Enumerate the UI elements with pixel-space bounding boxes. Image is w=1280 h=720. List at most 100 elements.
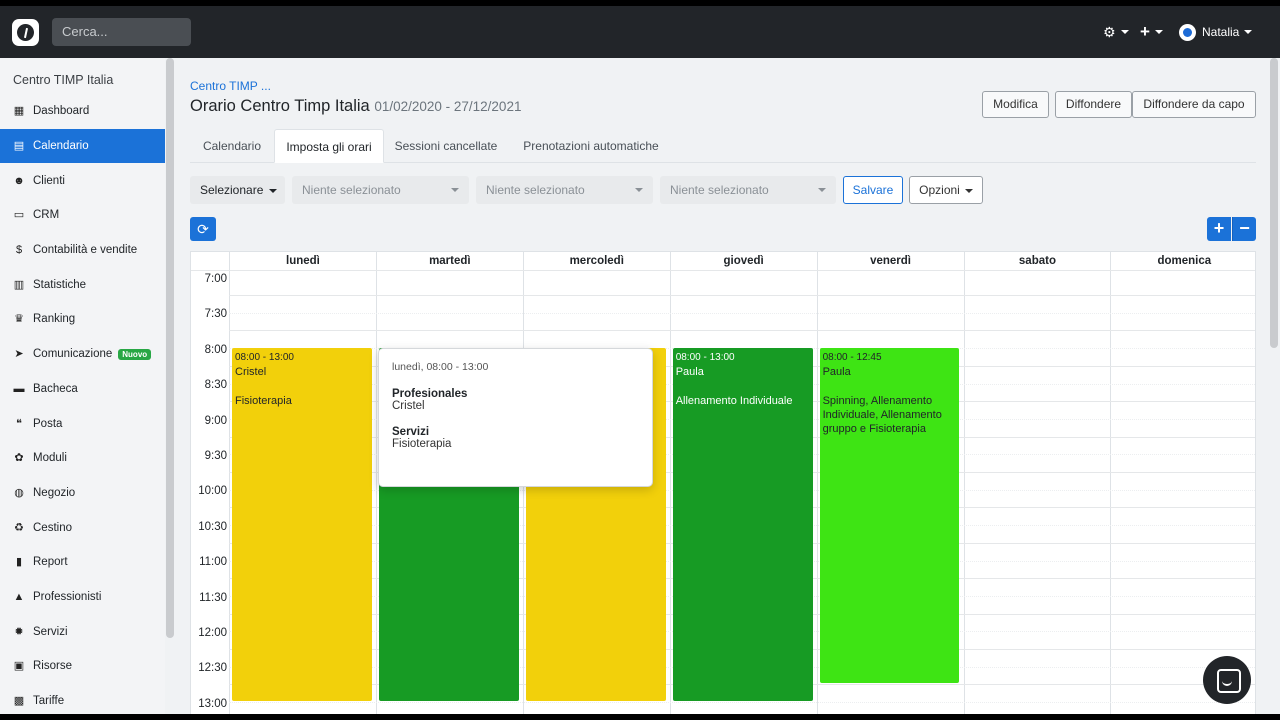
zoom-in-button[interactable]: + <box>1207 217 1231 241</box>
sidebar-item-moduli[interactable]: ✿ Moduli <box>0 441 165 476</box>
popover-professionals-value: Cristel <box>392 400 425 412</box>
spread-button[interactable]: Diffondere <box>1055 91 1132 118</box>
schedule-event[interactable]: 08:00 - 12:45 Paula Spinning, Allenamento … <box>819 348 960 683</box>
sidebar-item-label: Negozio <box>33 486 76 499</box>
page-title: Orario Centro Timp Italia 01/02/2020 - 2… <box>190 97 521 116</box>
graduation-icon: ▲ <box>13 590 25 603</box>
schedule-event[interactable]: 08:00 - 13:00 Cristel Fisioterapia <box>232 348 372 701</box>
tab-cancelled-sessions[interactable]: Sessioni cancellate <box>394 139 498 153</box>
time-label: 7:00 <box>204 273 227 285</box>
date-range: 01/02/2020 - 27/12/2021 <box>374 99 522 114</box>
page-scrollbar[interactable] <box>1270 58 1278 348</box>
sidebar-item-tariffe[interactable]: ▩ Tariffe <box>0 684 165 714</box>
modules-icon: ✿ <box>14 452 24 465</box>
sidebar-item-risorse[interactable]: ▣ Risorse <box>0 649 165 684</box>
header-divider <box>191 270 1255 271</box>
sidebar-item-calendario[interactable]: ▤ Calendario <box>0 128 165 164</box>
save-button[interactable]: Salvare <box>843 176 903 204</box>
sidebar-item-label: Statistiche <box>33 278 87 291</box>
tab-automatic-bookings[interactable]: Prenotazioni automatiche <box>523 139 659 153</box>
half-slot-line <box>229 702 1255 704</box>
archive-icon: ▣ <box>13 660 25 673</box>
sidebar-item-bacheca[interactable]: ▬ Bacheca <box>0 372 165 407</box>
event-service: Spinning, Allenamento Individuale, Allen… <box>822 395 942 435</box>
options-label: Opzioni <box>919 183 960 197</box>
event-person: Cristel <box>235 366 267 378</box>
event-time: 08:00 - 13:00 <box>675 352 735 363</box>
time-label: 9:00 <box>204 414 227 427</box>
sidebar-item-label: Risorse <box>33 660 72 673</box>
spread-from-start-button[interactable]: Diffondere da capo <box>1132 91 1256 118</box>
refresh-button[interactable]: ⟳ <box>190 217 216 241</box>
time-label: 9:30 <box>204 450 227 462</box>
chevron-down-icon <box>818 188 826 192</box>
app-logo-icon[interactable] <box>12 19 39 46</box>
sidebar-item-negozio[interactable]: ◍ Negozio <box>0 476 165 511</box>
sidebar-item-servizi[interactable]: ✹ Servizi <box>0 614 165 649</box>
day-header: giovedì <box>669 252 817 270</box>
chat-launcher-icon[interactable] <box>1203 656 1251 704</box>
tab-calendar[interactable]: Calendario <box>202 139 262 153</box>
sidebar-item-label: Moduli <box>33 452 67 465</box>
sidebar-item-report[interactable]: ▮ Report <box>0 545 165 580</box>
filter-dropdown-3[interactable]: Niente selezionato <box>660 176 836 204</box>
filter-dropdown-2[interactable]: Niente selezionato <box>476 176 653 204</box>
filter-dropdown-1-value: Niente selezionato <box>302 183 401 197</box>
sidebar-item-posta[interactable]: ❝ Posta <box>0 406 165 441</box>
add-menu[interactable]: + <box>1140 6 1163 58</box>
sidebar-item-cestino[interactable]: ♻ Cestino <box>0 510 165 545</box>
zoom-out-button[interactable]: − <box>1232 217 1256 241</box>
slot-line <box>229 295 1255 296</box>
sidebar-item-ranking[interactable]: ♛ Ranking <box>0 302 165 337</box>
sidebar-item-contabilità-e-vendite[interactable]: $ Contabilità e vendite <box>0 233 165 268</box>
grid-icon: ▦ <box>13 105 25 118</box>
sidebar-item-label: Dashboard <box>33 105 90 118</box>
chevron-down-icon <box>1154 30 1163 34</box>
schedule-event[interactable]: 08:00 - 13:00 Paula Allenamento Individual… <box>672 348 813 701</box>
sidebar-item-label: Clienti <box>33 174 65 187</box>
event-time: 08:00 - 13:00 <box>235 352 294 363</box>
crm-icon: ▭ <box>13 209 25 222</box>
sidebar-item-statistiche[interactable]: ▥ Statistiche <box>0 267 165 302</box>
report-icon: ▮ <box>15 556 23 569</box>
sidebar-item-dashboard[interactable]: ▦ Dashboard <box>0 94 165 129</box>
sidebar-item-crm[interactable]: ▭ CRM <box>0 198 165 233</box>
day-column-divider <box>1110 252 1112 714</box>
sidebar-item-professionisti[interactable]: ▲ Professionisti <box>0 580 165 615</box>
chevron-down-icon <box>1120 30 1129 34</box>
edit-button[interactable]: Modifica <box>982 91 1049 118</box>
filter-dropdown-3-value: Niente selezionato <box>670 183 769 197</box>
chevron-down-icon <box>451 188 459 192</box>
sidebar-scrollbar[interactable] <box>166 58 174 638</box>
dollar-icon: $ <box>15 244 23 257</box>
sidebar-item-label: Cestino <box>33 521 72 534</box>
popover-services-label: Servizi <box>392 426 430 438</box>
tab-set-hours[interactable]: Imposta gli orari <box>274 129 384 163</box>
sidebar-item-label: Posta <box>33 417 63 430</box>
filter-dropdown-1[interactable]: Niente selezionato <box>292 176 469 204</box>
day-header: venerdì <box>816 252 964 270</box>
breadcrumb[interactable]: Centro TIMP ... <box>190 79 271 93</box>
select-dropdown[interactable]: Selezionare <box>190 176 285 204</box>
board-icon: ▬ <box>13 382 25 395</box>
sidebar-item-label: Ranking <box>33 313 76 326</box>
popover-professionals-label: Profesionales <box>392 388 468 400</box>
settings-menu[interactable]: ⚙ <box>1103 6 1129 58</box>
event-popover: lunedì, 08:00 - 13:00 Profesionales Cris… <box>378 348 653 487</box>
gear-icon: ⚙ <box>1103 23 1116 40</box>
sidebar-item-clienti[interactable]: ☻ Clienti <box>0 163 165 198</box>
user-menu[interactable]: Natalia <box>1179 6 1253 58</box>
money-icon: ▩ <box>13 695 25 708</box>
sidebar-item-label: Comunicazione <box>33 348 113 361</box>
time-label: 11:30 <box>199 591 227 604</box>
chevron-down-icon <box>1244 30 1253 34</box>
new-badge: Nuovo <box>118 348 152 360</box>
sidebar-item-comunicazione[interactable]: ➤ Comunicazione Nuovo <box>0 337 165 372</box>
search-input[interactable]: Cerca... <box>52 18 191 46</box>
day-header: martedì <box>375 252 523 270</box>
avatar <box>1179 23 1196 41</box>
select-label: Selezionare <box>200 183 264 197</box>
options-button[interactable]: Opzioni <box>909 176 983 204</box>
half-slot-line <box>229 312 1255 314</box>
sidebar-item-label: Calendario <box>33 140 89 153</box>
